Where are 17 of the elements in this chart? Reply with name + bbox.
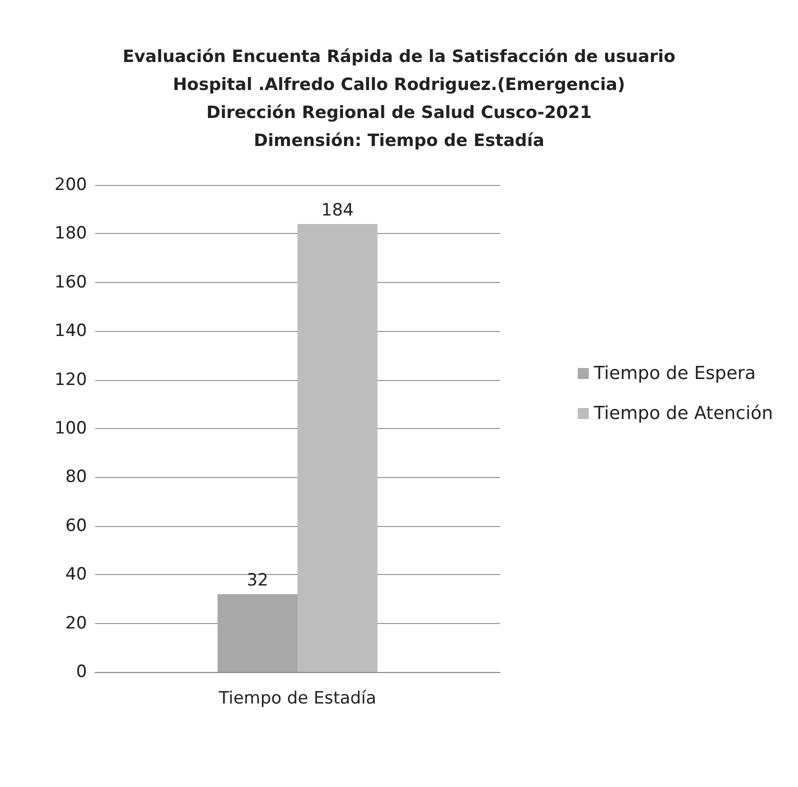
y-tick-label: 120 <box>54 370 87 390</box>
y-tick-label: 0 <box>76 662 87 682</box>
x-tick-label: Tiempo de Estadía <box>218 688 376 708</box>
y-tick-label: 160 <box>54 272 87 292</box>
y-tick-label: 140 <box>54 321 87 342</box>
y-tick-label: 20 <box>65 613 87 634</box>
legend-label: Tiempo de Espera <box>592 363 756 384</box>
chart-title: Evaluación Encuenta Rápida de la Satisfacción de usuario Hospital .Alfredo Callo Rodriguez.(Emergencia) Dirección Regional de Salud Cusco-2021 Dimensión: Tiempo de Estadía <box>122 47 676 151</box>
y-tick-label: 80 <box>65 467 87 488</box>
legend-label: Tiempo de Atención <box>592 403 774 424</box>
data-label: 32 <box>246 570 268 591</box>
y-tick-label: 200 <box>54 175 87 195</box>
y-tick-label: 180 <box>54 224 87 244</box>
y-tick-label: 60 <box>65 516 87 536</box>
y-tick-label: 100 <box>54 418 87 438</box>
y-tick-label: 40 <box>65 564 87 585</box>
data-label: 184 <box>321 200 354 220</box>
